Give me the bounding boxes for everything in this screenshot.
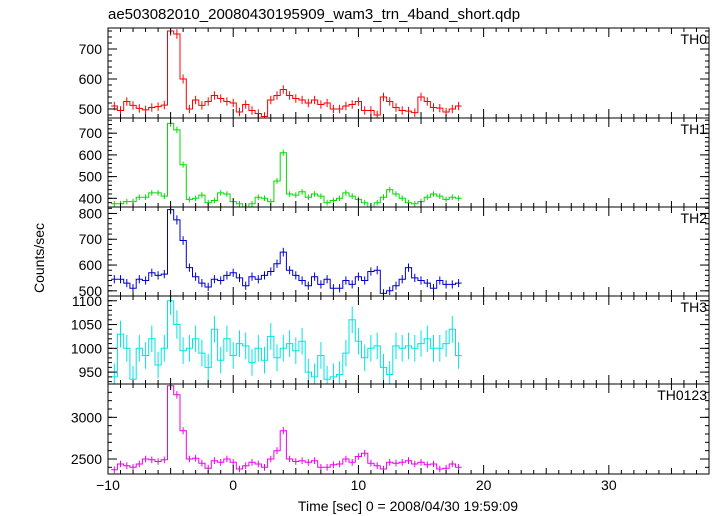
panel-label: TH1 [681, 121, 708, 137]
y-tick-label: 500 [79, 169, 103, 185]
panel-th0: 500 600 700 TH0 [79, 27, 710, 119]
y-tick-label: 1050 [71, 317, 102, 333]
panel-label: TH3 [681, 299, 708, 315]
y-tick-label: 700 [79, 231, 103, 247]
x-tick-label: 0 [229, 477, 237, 493]
y-tick-label: 1100 [72, 293, 102, 309]
y-tick-label: 3000 [71, 409, 102, 425]
series-th0 [111, 28, 462, 118]
y-tick-label: 1000 [71, 340, 102, 356]
y-tick-label: 400 [79, 190, 103, 206]
panel-label: TH0123 [657, 387, 707, 403]
series-line-th3 [111, 300, 462, 380]
y-tick-label: 600 [79, 147, 103, 163]
panel-frame [107, 117, 710, 208]
series-th0123 [111, 384, 462, 474]
x-axis-title: Time [sec] 0 = 2008/04/30 19:59:09 [298, 498, 518, 514]
series-line-th0123 [111, 385, 462, 471]
panel-frame [107, 206, 710, 297]
series-th1 [111, 120, 462, 207]
x-tick-label: 20 [476, 477, 492, 493]
y-tick-label: 800 [79, 205, 103, 221]
panel-frame [107, 27, 710, 119]
series-line-th0 [111, 30, 462, 117]
panel-th0123: 2500 3000 TH0123 [71, 383, 710, 475]
x-tick-label: −10 [96, 477, 120, 493]
y-tick-label: 600 [79, 257, 103, 273]
y-tick-label: 2500 [71, 451, 102, 467]
series-th3 [111, 296, 462, 384]
panels-group: 500 600 700 TH0 400 500 600 700 TH1 500 600 700 800 T… [71, 27, 710, 475]
x-tick-label: 10 [351, 477, 367, 493]
chart-title: ae503082010_20080430195909_wam3_trn_4ban… [108, 6, 520, 23]
y-axis-title: Counts/sec [31, 223, 47, 293]
series-line-th2 [111, 209, 462, 294]
y-tick-label: 500 [79, 283, 103, 299]
y-tick-label: 600 [79, 71, 103, 87]
y-tick-label: 700 [79, 125, 103, 141]
panel-th1: 400 500 600 700 TH1 [79, 117, 710, 208]
panel-label: TH0 [681, 31, 708, 47]
y-tick-label: 500 [79, 101, 103, 117]
x-axis: −10 0 10 20 30 [96, 477, 617, 493]
panel-label: TH2 [681, 210, 708, 226]
series-line-th1 [111, 122, 462, 207]
x-tick-label: 30 [601, 477, 617, 493]
y-tick-label: 700 [79, 41, 103, 57]
panel-th3: 950 1000 1050 1100 TH3 [71, 293, 710, 385]
y-tick-label: 950 [79, 364, 103, 380]
panel-th2: 500 600 700 800 TH2 [79, 205, 710, 299]
series-th2 [111, 207, 462, 296]
